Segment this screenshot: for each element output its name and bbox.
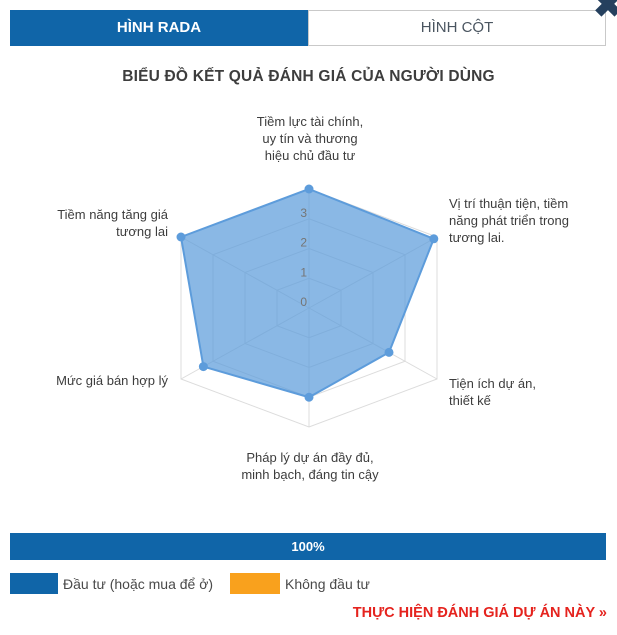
- svg-text:1: 1: [300, 265, 307, 279]
- radar-chart: 0 1 2 3: [176, 184, 439, 428]
- legend-swatch-invest: [10, 573, 58, 594]
- page-title: BIỂU ĐỒ KẾT QUẢ ĐÁNH GIÁ CỦA NGƯỜI DÙNG: [122, 68, 495, 85]
- svg-text:3: 3: [300, 206, 307, 220]
- axis-label-financial-capacity: Tiềm lực tài chính, uy tín và thương hiệ…: [256, 114, 364, 163]
- svg-text:0: 0: [300, 295, 307, 309]
- svg-text:2: 2: [300, 236, 307, 250]
- axis-label-location: Vị trí thuận tiện, tiềm năng phát triển …: [449, 196, 569, 245]
- axis-label-amenities: Tiện ích dự án, thiết kế: [449, 376, 536, 408]
- axis-label-price: Mức giá bán hợp lý: [56, 373, 168, 388]
- legend-label-no-invest: Không đầu tư: [285, 576, 370, 592]
- tab-bar-chart[interactable]: HÌNH CỘT: [308, 10, 606, 46]
- close-icon[interactable]: ✖: [592, 0, 617, 25]
- vote-progress-bar: 100%: [10, 533, 606, 560]
- tab-radar-chart[interactable]: HÌNH RADA: [10, 10, 308, 46]
- vote-progress-fill: [10, 533, 606, 560]
- axis-label-growth-potential: Tiềm năng tăng giá tương lai: [57, 207, 168, 239]
- legend-swatch-no-invest: [230, 573, 280, 594]
- vote-progress-value: 100%: [291, 539, 325, 554]
- legend-label-invest: Đầu tư (hoặc mua để ở): [63, 576, 214, 592]
- evaluate-project-link[interactable]: THỰC HIỆN ĐÁNH GIÁ DỰ ÁN NÀY »: [352, 605, 607, 621]
- axis-label-legal: Pháp lý dự án đầy đủ, minh bạch, đáng ti…: [241, 450, 379, 482]
